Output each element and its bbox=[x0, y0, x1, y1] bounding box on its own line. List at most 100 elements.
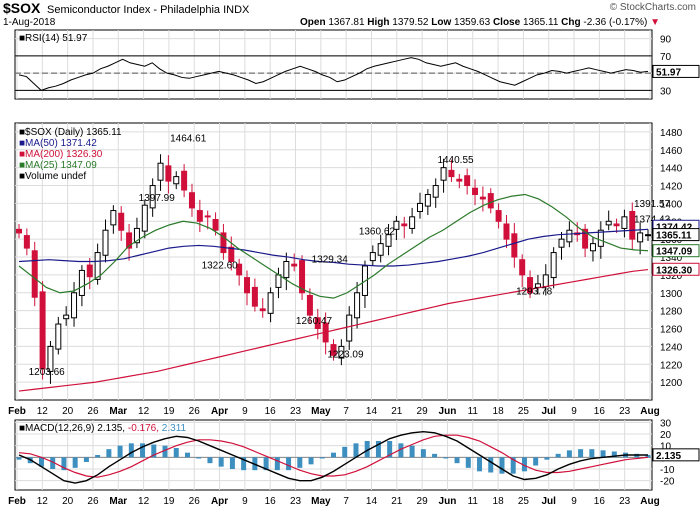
macd-histogram-bar bbox=[162, 445, 168, 458]
candle-body bbox=[377, 243, 384, 256]
stockcharts-logo: © StockCharts.com bbox=[609, 2, 696, 13]
candle-body bbox=[212, 219, 219, 231]
macd-histogram-bar bbox=[95, 455, 101, 458]
x-tick-label: 20 bbox=[62, 496, 74, 507]
price-last-label: 1326.30 bbox=[656, 265, 693, 276]
price-annotation: 1440.55 bbox=[437, 155, 474, 166]
candle-body bbox=[244, 277, 251, 294]
x-tick-label: 7 bbox=[343, 406, 349, 417]
macd-histogram-bar bbox=[229, 457, 235, 469]
x-tick-label: Jul bbox=[541, 496, 556, 507]
ma200-line bbox=[18, 268, 649, 392]
candle-body bbox=[126, 232, 133, 249]
macd-histogram-bar bbox=[465, 457, 471, 468]
candle-body bbox=[94, 252, 101, 280]
price-legend-item: ■MA(25) 1347.09 bbox=[19, 160, 97, 171]
macd-histogram-bar bbox=[353, 443, 359, 458]
price-annotation: 1391.57 bbox=[634, 199, 671, 210]
x-tick-label: Jun bbox=[439, 496, 457, 507]
price-annotation: 1322.60 bbox=[202, 261, 239, 272]
x-tick-label: 25 bbox=[518, 406, 530, 417]
x-tick-label: 16 bbox=[265, 406, 277, 417]
macd-legend: ■MACD(12,26,9) 2.135, -0.176, 2.311 bbox=[19, 423, 187, 434]
candle-body bbox=[503, 223, 510, 240]
candle-body bbox=[133, 227, 140, 244]
candle-body bbox=[472, 187, 479, 195]
x-tick-label: 11 bbox=[468, 496, 479, 507]
macd-histogram-bar bbox=[477, 457, 483, 472]
macd-histogram-bar bbox=[173, 448, 179, 458]
candle-body bbox=[495, 210, 502, 222]
x-tick-label: 23 bbox=[290, 406, 302, 417]
x-tick-label: 18 bbox=[493, 406, 505, 417]
rsi-last-label: 51.97 bbox=[656, 67, 681, 78]
candle-body bbox=[416, 202, 423, 212]
candle-body bbox=[78, 269, 85, 296]
candle-body bbox=[188, 192, 195, 209]
macd-histogram-bar bbox=[398, 443, 404, 458]
macd-histogram-bar bbox=[432, 453, 438, 458]
candle-body bbox=[306, 294, 313, 316]
open-value: 1367.81 bbox=[328, 17, 365, 28]
macd-histogram-bar bbox=[207, 457, 213, 464]
x-tick-label: 12 bbox=[37, 406, 49, 417]
x-tick-label: 9 bbox=[242, 406, 248, 417]
candle-body bbox=[589, 243, 596, 252]
candle-body bbox=[511, 233, 518, 258]
candle-body bbox=[346, 314, 353, 342]
candle-body bbox=[542, 274, 549, 288]
macd-histogram-bar bbox=[342, 446, 348, 458]
x-tick-label: 21 bbox=[391, 496, 403, 507]
price-tick-label: 1300 bbox=[660, 289, 683, 300]
candle-body bbox=[275, 274, 282, 288]
x-tick-label: 16 bbox=[265, 496, 277, 507]
price-last-label-box bbox=[652, 262, 700, 276]
candle-body bbox=[613, 223, 620, 227]
candle-body bbox=[141, 204, 148, 232]
chart-date: 1-Aug-2018 bbox=[3, 17, 56, 28]
macd-histogram-bar bbox=[297, 457, 303, 468]
x-tick-label: Feb bbox=[8, 406, 26, 417]
x-tick-label: 19 bbox=[163, 406, 175, 417]
candle-body bbox=[259, 308, 266, 312]
price-tick-label: 1480 bbox=[660, 128, 683, 139]
macd-histogram-bar bbox=[319, 457, 325, 459]
macd-histogram-bar bbox=[117, 445, 123, 458]
ma50-line bbox=[18, 228, 649, 267]
x-tick-label: 26 bbox=[87, 406, 99, 417]
price-tick-label: 1260 bbox=[660, 325, 683, 336]
macd-histogram-bar bbox=[308, 457, 314, 465]
candle-body bbox=[550, 252, 557, 279]
x-tick-label: Feb bbox=[8, 496, 26, 507]
macd-histogram-bar bbox=[600, 450, 606, 458]
rsi-tick-label: 30 bbox=[660, 86, 672, 97]
x-tick-label: 12 bbox=[138, 496, 150, 507]
macd-histogram-bar bbox=[140, 443, 146, 458]
candle-body bbox=[566, 229, 573, 243]
x-tick-label: Apr bbox=[211, 406, 228, 417]
candle-body bbox=[424, 193, 431, 207]
x-tick-label: Jul bbox=[541, 406, 556, 417]
x-tick-label: 25 bbox=[518, 496, 530, 507]
candle-body bbox=[558, 238, 565, 248]
x-tick-label: 21 bbox=[391, 406, 403, 417]
x-tick-label: 20 bbox=[62, 406, 74, 417]
macd-histogram-bar bbox=[420, 449, 426, 458]
x-tick-label: 14 bbox=[366, 406, 378, 417]
x-tick-label: May bbox=[311, 496, 331, 507]
candle-body bbox=[605, 220, 612, 226]
price-tick-label: 1240 bbox=[660, 342, 683, 353]
macd-last-label-box bbox=[652, 448, 700, 462]
price-tick-label: 1220 bbox=[660, 360, 683, 371]
macd-histogram-bar bbox=[645, 455, 651, 458]
price-annotation: 1223.09 bbox=[327, 349, 364, 360]
candle-body bbox=[283, 261, 290, 279]
macd-histogram-bar bbox=[38, 457, 44, 467]
candle-body bbox=[39, 291, 46, 370]
macd-histogram-bar bbox=[196, 457, 202, 459]
x-tick-label: Mar bbox=[109, 406, 127, 417]
rsi-tick-label: 90 bbox=[660, 35, 672, 46]
price-tick-label: 1280 bbox=[660, 307, 683, 318]
macd-histogram-bar bbox=[241, 457, 247, 471]
